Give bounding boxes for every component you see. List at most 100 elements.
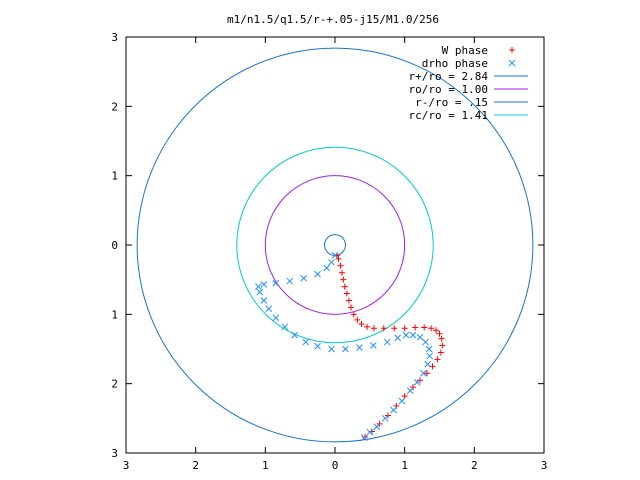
drho-phase-point	[314, 270, 321, 278]
drho-phase-point	[342, 345, 349, 353]
legend-label: r-/ro = .15	[415, 96, 488, 109]
drho-phase-point	[406, 387, 414, 394]
x-tick-label: 2	[192, 459, 199, 472]
w-phase-point	[337, 262, 344, 269]
w-phase-point	[401, 325, 408, 332]
x-tick-label: 1	[262, 459, 269, 472]
x-axis-ticks: 3 2 1 0 1 2 3	[123, 37, 548, 472]
drho-phase-point	[272, 279, 280, 287]
reference-circle	[264, 175, 406, 315]
drho-phase-point	[314, 342, 321, 350]
w-phase-point	[439, 342, 446, 349]
w-phase-point	[358, 321, 365, 328]
drho-phase-point	[424, 360, 432, 368]
drho-phase-point	[356, 344, 363, 351]
w-phase-point	[345, 297, 352, 304]
drho-phase-point	[366, 428, 374, 436]
drho-phase-point	[373, 423, 381, 431]
legend-marker-sample	[508, 59, 516, 67]
drho-phase-point	[390, 406, 397, 414]
drho-phase-point	[413, 378, 421, 386]
drho-phase-point	[328, 258, 335, 266]
legend-label: ro/ro = 1.00	[409, 83, 488, 96]
drho-phase-point	[286, 277, 294, 285]
y-tick-label: 3	[111, 31, 118, 44]
drho-phase-point	[291, 331, 298, 339]
y-tick-label: 2	[111, 100, 118, 113]
drho-phase-point	[420, 369, 427, 377]
w-phase-point	[423, 370, 430, 377]
drho-phase-point	[260, 281, 268, 288]
legend-label: rc/ro = 1.41	[409, 109, 488, 122]
x-tick-label: 0	[332, 459, 339, 472]
drho-phase-point	[260, 297, 268, 304]
w-phase-point	[429, 363, 436, 370]
w-phase-point	[412, 324, 419, 331]
x-tick-label: 2	[471, 459, 478, 472]
drho-phase-point	[331, 252, 339, 259]
w-phase-point	[354, 316, 361, 323]
chart-title: m1/n1.5/q1.5/r-+.05-j15/M1.0/256	[227, 13, 439, 26]
w-phase-point	[341, 283, 348, 290]
reference-circle	[236, 146, 434, 344]
drho-phase-point	[398, 397, 406, 405]
w-phase-point	[380, 325, 387, 332]
drho-phase-point	[416, 333, 424, 341]
drho-phase-point	[422, 338, 429, 346]
w-phase-point	[364, 323, 371, 330]
w-phase-point	[391, 325, 398, 332]
legend-label: r+/ro = 2.84	[409, 70, 489, 83]
drho-phase-point	[300, 274, 308, 282]
legend-label: W phase	[442, 44, 488, 57]
drho-phase-point	[381, 414, 389, 422]
drho-phase-point	[281, 323, 289, 331]
w-phase-point	[343, 290, 350, 297]
drho-phase-point	[360, 434, 368, 442]
w-phase-point	[434, 356, 441, 363]
x-tick-label: 3	[123, 459, 130, 472]
x-tick-label: 3	[541, 459, 548, 472]
drho-phase-point	[256, 288, 264, 296]
drho-phase-point	[272, 314, 280, 322]
y-tick-label: 3	[111, 447, 118, 460]
legend-marker-sample	[509, 47, 515, 53]
w-phase-point	[421, 324, 428, 331]
w-phase-point	[438, 335, 445, 342]
w-phase-point	[338, 269, 345, 276]
w-phase-point	[436, 330, 443, 337]
w-phase-point	[350, 311, 357, 318]
reference-circle	[136, 47, 534, 443]
w-phase-point	[371, 325, 378, 332]
y-tick-label: 0	[111, 239, 118, 252]
w-phase-point	[433, 327, 440, 334]
drho-phase-point	[302, 338, 310, 346]
legend-label: drho phase	[422, 57, 488, 70]
drho-phase-point	[394, 334, 402, 342]
drho-phase-point	[323, 264, 330, 272]
drho-phase-point	[369, 342, 377, 349]
w-phase-point	[340, 276, 347, 283]
y-tick-label: 1	[111, 170, 118, 183]
w-phase-point	[410, 384, 417, 391]
w-phase-point	[428, 325, 435, 332]
w-phase-point	[393, 402, 400, 409]
x-tick-label: 1	[401, 459, 408, 472]
drho-phase-point	[328, 345, 335, 353]
drho-phase-point	[409, 331, 417, 339]
y-tick-label: 2	[111, 378, 118, 391]
drho-phase-point	[383, 338, 391, 346]
y-axis-ticks: 3 2 1 0 1 2 3	[111, 31, 544, 460]
series-group	[255, 252, 446, 442]
drho-phase-point	[255, 283, 262, 290]
w-phase-point	[335, 255, 342, 262]
w-phase-point	[437, 349, 444, 356]
drho-phase-point	[402, 331, 410, 339]
drho-phase-point	[426, 352, 434, 360]
w-phase-point	[348, 304, 355, 311]
reference-circle	[324, 234, 346, 256]
y-tick-label: 1	[111, 308, 118, 321]
drho-phase-point	[265, 305, 273, 313]
drho-phase-point	[425, 345, 433, 353]
